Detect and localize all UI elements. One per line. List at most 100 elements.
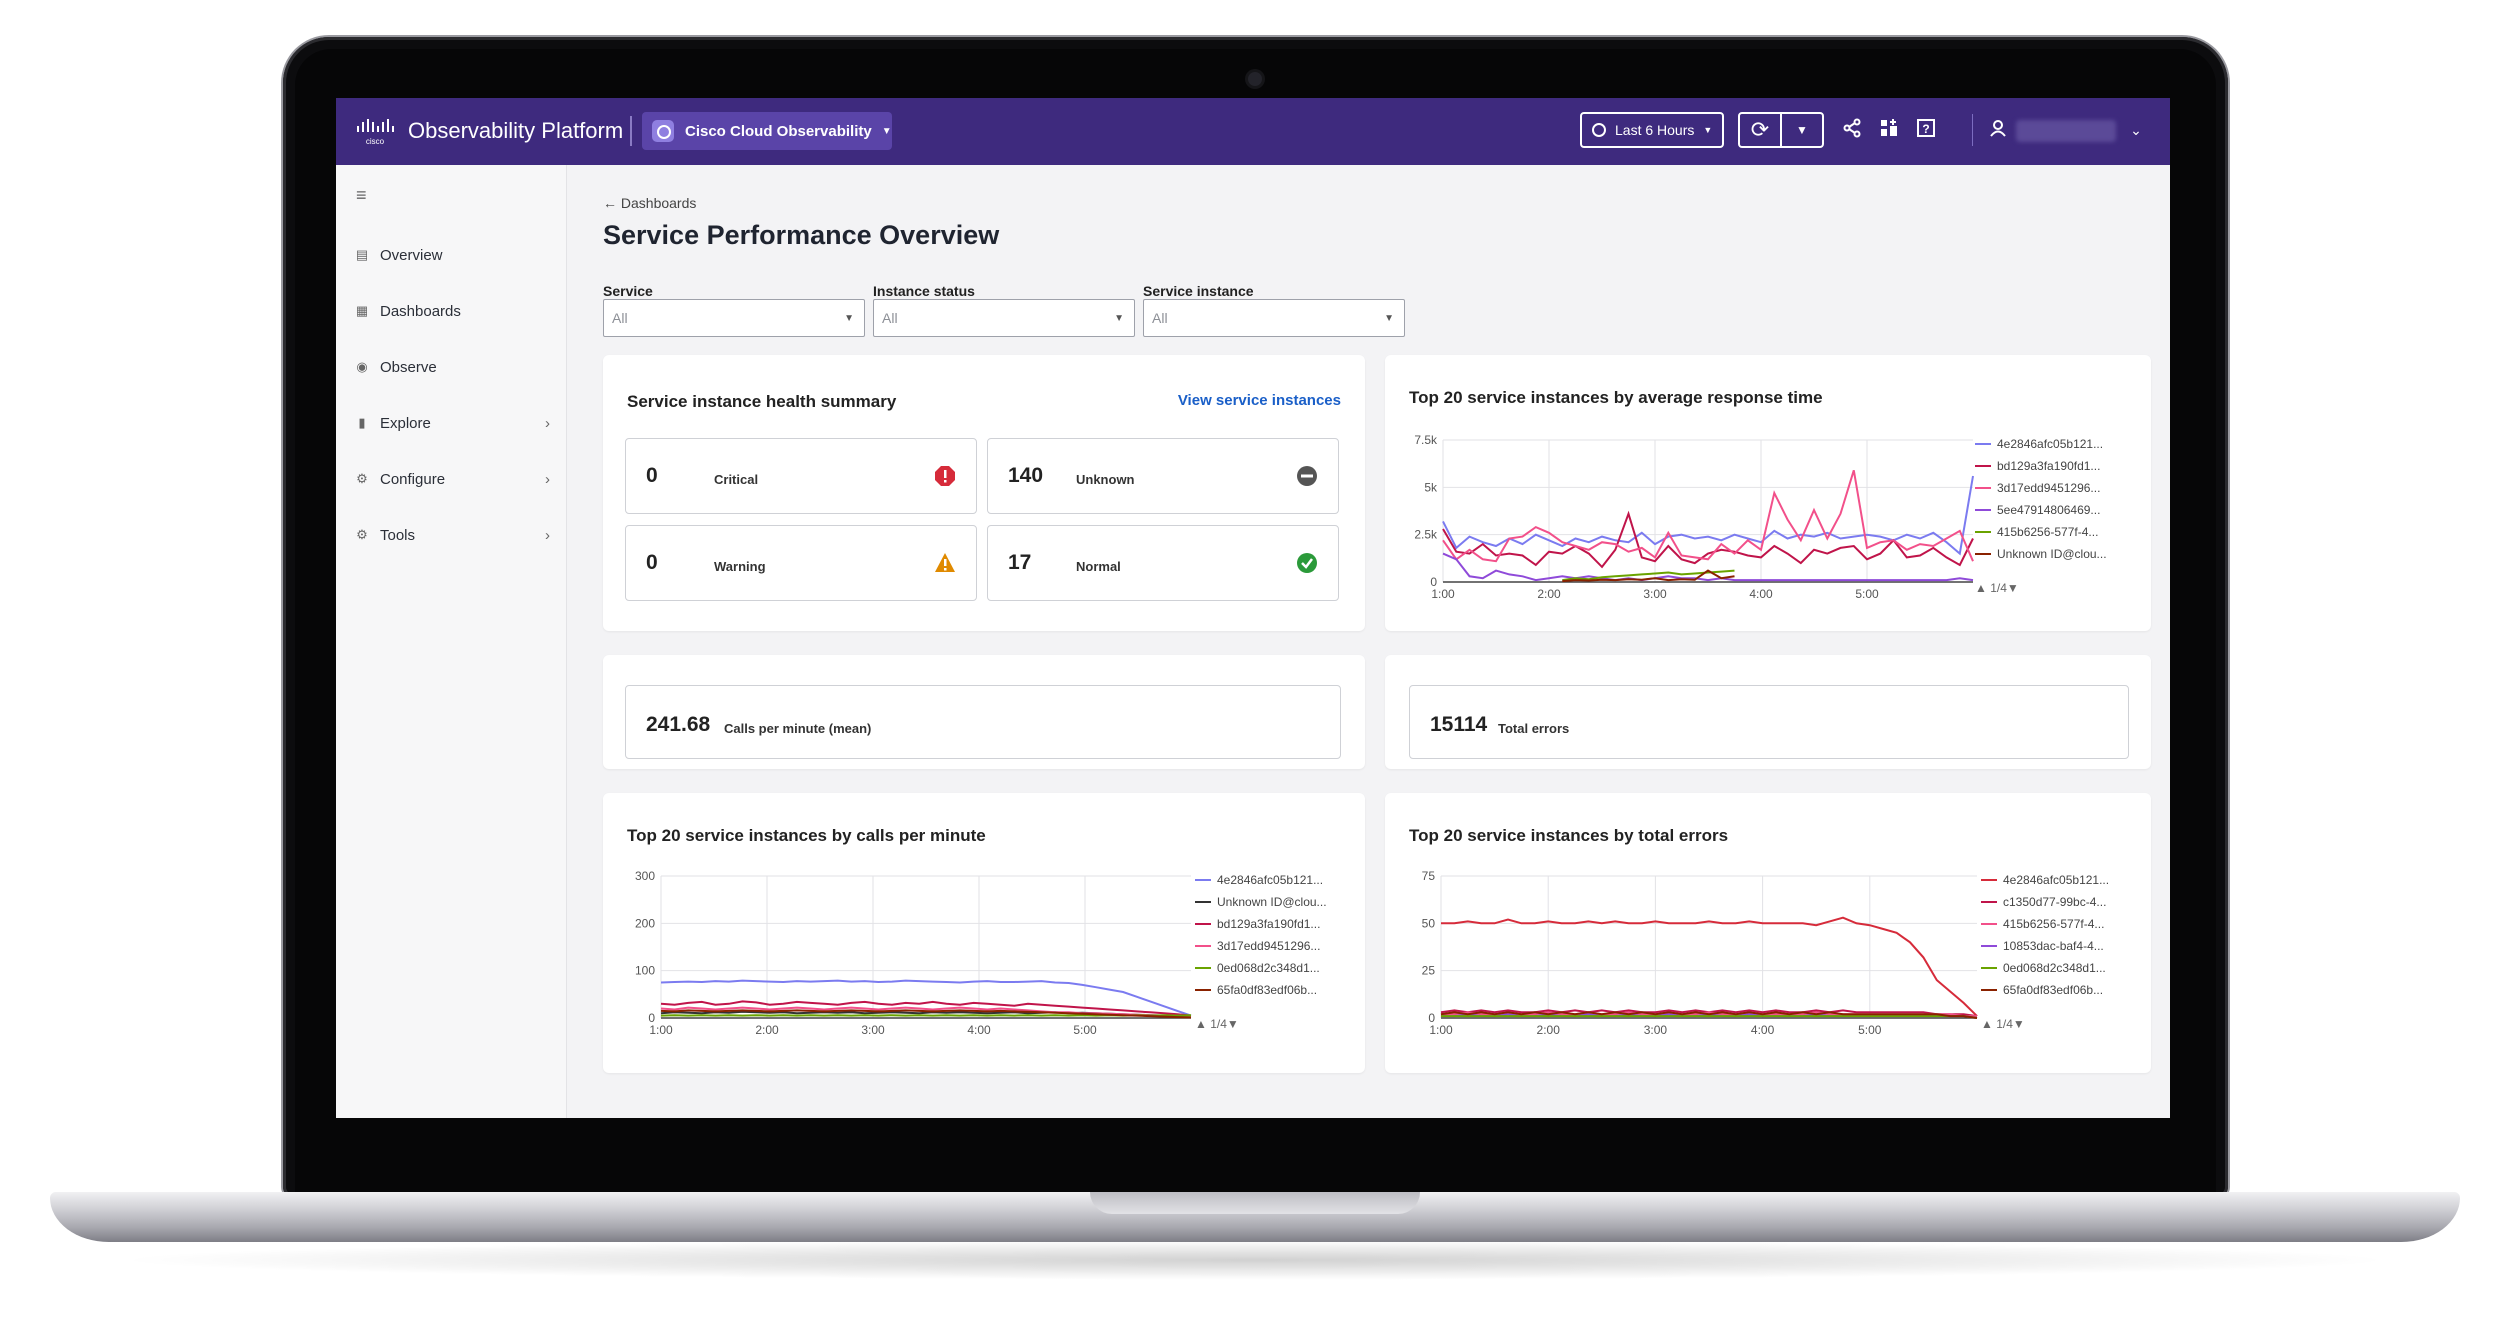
warning-tile[interactable]: 0 Warning [625, 525, 977, 601]
card-title: Service instance health summary [627, 392, 897, 411]
view-service-instances-link[interactable]: View service instances [1177, 392, 1341, 409]
series-line [1442, 510, 1974, 569]
y-tick-label: 300 [635, 869, 655, 883]
card-title: Top 20 service instances by average resp… [1409, 388, 1823, 407]
tile-value: 140 [1008, 464, 1044, 487]
series-line [1441, 1015, 1978, 1019]
legend-label: 4e2846afc05b121... [1217, 873, 1323, 887]
legend-label: 4e2846afc05b121... [2003, 873, 2109, 887]
sidebar-item-overview[interactable]: ▤ Overview [354, 243, 550, 267]
legend-label: 3d17edd9451296... [1217, 939, 1320, 953]
stat-label: Total errors [1498, 721, 1570, 736]
instance-status-select[interactable]: All ▼ [873, 299, 1135, 337]
x-tick-label: 4:00 [1751, 1023, 1775, 1037]
cisco-logo: cisco [357, 119, 394, 146]
chevron-down-icon: ▼ [1384, 313, 1394, 324]
sidebar-item-explore[interactable]: ▮ Explore › [354, 411, 550, 435]
add-widget-icon[interactable] [1877, 118, 1901, 142]
legend-label: bd129a3fa190fd1... [1217, 917, 1320, 931]
filter-label-instance-status: Instance status [873, 283, 975, 299]
main-content: ← Dashboards Service Performance Overvie… [567, 165, 2170, 1118]
menu-icon[interactable]: ≡ [356, 185, 367, 205]
sidebar: ≡ ▤ Overview ▦ Dashboards ◉ Observe ▮ Ex… [336, 165, 567, 1118]
page-title: Service Performance Overview [603, 220, 1000, 250]
series-line [660, 979, 1192, 1017]
share-icon[interactable] [1840, 118, 1864, 142]
chevron-down-icon[interactable]: ⌄ [2130, 122, 2142, 138]
x-tick-label: 5:00 [1858, 1023, 1882, 1037]
x-tick-label: 3:00 [1644, 1023, 1668, 1037]
chevron-down-icon: ▼ [1796, 123, 1808, 137]
series-line [660, 1000, 1192, 1017]
critical-tile[interactable]: 0 Critical [625, 438, 977, 514]
product-switcher[interactable]: Cisco Cloud Observability ▼ [642, 112, 892, 150]
series-line [1441, 916, 1978, 1017]
service-select[interactable]: All ▼ [603, 299, 865, 337]
sidebar-item-observe[interactable]: ◉ Observe [354, 355, 550, 379]
x-tick-label: 3:00 [861, 1023, 885, 1037]
y-tick-label: 100 [635, 964, 655, 978]
warning-icon [935, 553, 955, 572]
arrow-left-icon: ← [603, 195, 617, 211]
gear-icon: ⚙ [356, 471, 368, 486]
unknown-tile[interactable]: 140 Unknown [987, 438, 1339, 514]
total-errors-chart: 0 25 50 75 1:00 2:00 3:00 4:00 5:00 4e2846afc05b1… [1422, 869, 2109, 1037]
calls-per-minute-chart: 0 100 200 300 1:00 2:00 3:00 4:00 5:00 4e2846afc0… [635, 869, 1327, 1037]
legend-label: 0ed068d2c348d1... [1217, 961, 1320, 975]
bar-chart-icon: ▮ [358, 415, 366, 430]
response-time-card: Top 20 service instances by average resp… [1385, 355, 2151, 631]
sidebar-item-label: Configure [380, 470, 446, 488]
total-errors-stat: 15114 Total errors [1409, 685, 2129, 759]
select-value: All [612, 310, 628, 326]
x-tick-label: 4:00 [967, 1023, 991, 1037]
chevron-right-icon: › [545, 470, 550, 488]
breadcrumb-link[interactable]: Dashboards [620, 195, 697, 211]
series-line [1562, 569, 1735, 583]
brand-title[interactable]: Observability Platform [408, 118, 624, 143]
x-tick-label: 4:00 [1749, 587, 1773, 601]
help-icon[interactable]: ? [1914, 118, 1938, 142]
legend-pager: ▲ 1/4▼ [1195, 1017, 1239, 1031]
service-instance-select[interactable]: All ▼ [1143, 299, 1405, 337]
card-title: Top 20 service instances by calls per mi… [627, 826, 986, 845]
stat-label: Calls per minute (mean) [724, 721, 872, 736]
legend-label: 415b6256-577f-4... [2003, 917, 2104, 931]
time-range-label: Last 6 Hours [1615, 122, 1695, 138]
user-icon[interactable] [1986, 118, 2010, 142]
tile-value: 0 [646, 464, 658, 487]
legend-pager: ▲ 1/4▼ [1975, 581, 2019, 595]
legend-label: Unknown ID@clou... [1997, 547, 2107, 561]
x-tick-label: 2:00 [755, 1023, 779, 1037]
y-tick-label: 50 [1422, 916, 1436, 930]
legend-label: 4e2846afc05b121... [1997, 437, 2103, 451]
y-tick-label: 200 [635, 916, 655, 930]
sidebar-item-configure[interactable]: ⚙ Configure › [354, 467, 550, 491]
normal-tile[interactable]: 17 Normal [987, 525, 1339, 601]
laptop-shadow [110, 1240, 2400, 1280]
chevron-right-icon: › [545, 414, 550, 432]
sidebar-item-label: Tools [380, 526, 416, 544]
legend-label: bd129a3fa190fd1... [1997, 459, 2100, 473]
sidebar-item-label: Dashboards [380, 302, 461, 320]
breadcrumb[interactable]: ← Dashboards [603, 195, 696, 211]
y-tick-label: 0 [1430, 575, 1437, 589]
chevron-right-icon: › [545, 526, 550, 544]
series-line [1440, 1011, 1978, 1019]
series-line [1442, 470, 1974, 563]
refresh-button[interactable]: ⟳ [1738, 112, 1782, 148]
x-tick-label: 2:00 [1537, 1023, 1561, 1037]
response-time-chart: 0 2.5k 5k 7.5k 1:00 2:00 3:00 4:00 5:00 4e2846afc… [1414, 433, 2107, 601]
sidebar-item-tools[interactable]: ⚙ Tools › [354, 523, 550, 547]
tile-value: 17 [1008, 551, 1032, 574]
select-value: All [1152, 310, 1168, 326]
legend-label: 3d17edd9451296... [1997, 481, 2100, 495]
time-range-button[interactable]: Last 6 Hours ▼ [1580, 112, 1724, 148]
chevron-down-icon: ▼ [844, 313, 854, 324]
y-tick-label: 7.5k [1414, 433, 1438, 447]
sidebar-item-dashboards[interactable]: ▦ Dashboards [354, 299, 550, 323]
y-tick-label: 25 [1422, 964, 1436, 978]
laptop-base-notch [1090, 1192, 1420, 1214]
legend-pager: ▲ 1/4▼ [1981, 1017, 2025, 1031]
refresh-options-button[interactable]: ▼ [1780, 112, 1824, 148]
webcam [1248, 72, 1262, 86]
